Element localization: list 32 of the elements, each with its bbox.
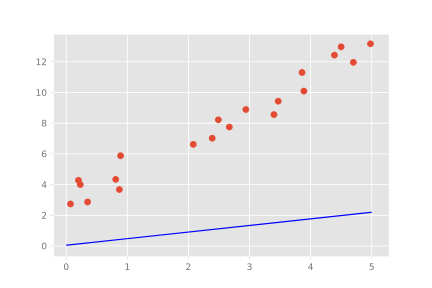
point — [214, 116, 222, 124]
point — [226, 124, 233, 130]
y-tick-label: 8 — [42, 120, 46, 127]
x-tick-label: 1 — [125, 263, 130, 270]
y-tick-label: 0 — [42, 242, 46, 250]
point — [84, 198, 91, 206]
point — [190, 140, 197, 148]
x-tick-label: 2 — [186, 263, 190, 270]
y-tick-label: 12 — [36, 58, 46, 66]
point — [274, 98, 282, 105]
point — [338, 43, 345, 50]
point — [112, 176, 120, 183]
x-tick-label: 3 — [247, 263, 252, 270]
point — [298, 69, 306, 76]
y-tick-label: 10 — [36, 89, 46, 96]
point — [331, 52, 338, 59]
point — [350, 58, 357, 66]
point — [76, 181, 84, 188]
x-tick-label: 4 — [308, 263, 313, 270]
point — [208, 134, 216, 142]
y-tick-label: 6 — [42, 150, 46, 158]
x-tick-label: 5 — [370, 263, 374, 270]
point — [300, 88, 308, 94]
y-tick-label: 4 — [42, 181, 46, 188]
x-tick-label: 0 — [64, 263, 68, 270]
point — [116, 186, 123, 193]
point — [67, 200, 74, 208]
point — [117, 152, 124, 160]
point — [242, 106, 250, 113]
point — [270, 111, 278, 118]
point — [367, 40, 374, 48]
y-tick-label: 2 — [42, 212, 46, 219]
